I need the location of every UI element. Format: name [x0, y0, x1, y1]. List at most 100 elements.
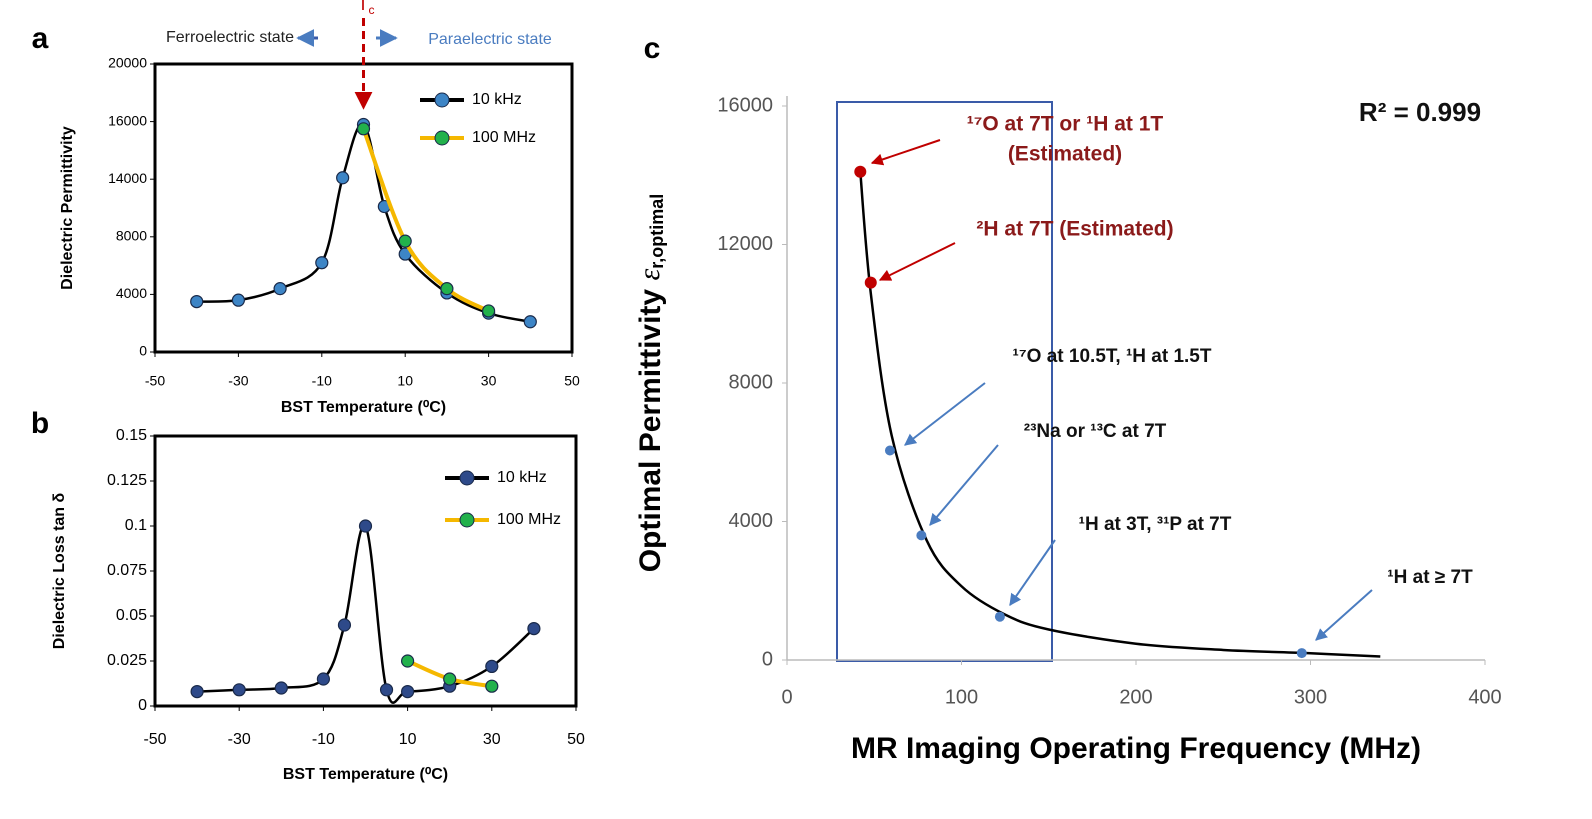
arrow: [929, 444, 999, 526]
legend-label: 10 kHz: [472, 91, 522, 108]
x-tick-label: 50: [567, 731, 585, 748]
x-tick-label: 100: [945, 686, 978, 708]
y-axis-label: Dielectric Permittivity: [59, 126, 76, 290]
data-point: [274, 681, 288, 695]
y-axis-label: Optimal Permittivity εr,optimal: [633, 194, 667, 573]
legend-marker: [434, 92, 450, 108]
data-point: [190, 295, 204, 309]
series-line: [197, 523, 535, 704]
data-point: [527, 621, 541, 636]
x-tick-label: -30: [228, 731, 251, 748]
annotation: ¹⁷O at 7T or ¹H at 1T: [967, 113, 1164, 136]
legend-marker: [434, 130, 450, 146]
data-point: [994, 611, 1005, 622]
x-axis-label: BST Temperature (⁰C): [283, 766, 448, 783]
annotation: (Estimated): [1008, 143, 1122, 166]
legend-marker: [459, 512, 475, 528]
x-tick-label: 200: [1119, 686, 1152, 708]
y-tick-label: 0: [138, 697, 147, 714]
data-point: [190, 684, 204, 699]
x-tick-label: 50: [564, 373, 580, 389]
data-point: [523, 315, 537, 329]
y-tick-label: 12000: [717, 233, 773, 255]
highlight-box: [836, 101, 1053, 662]
data-point: [440, 282, 454, 296]
y-tick-label: 16000: [108, 112, 147, 128]
y-tick-label: 0.05: [116, 607, 147, 624]
x-tick-label: 30: [483, 731, 501, 748]
annotation: ¹H at 3T, ³¹P at 7T: [1079, 514, 1232, 535]
annotation: ¹⁷O at 10.5T, ¹H at 1.5T: [1013, 346, 1212, 367]
annotation: ²H at 7T (Estimated): [976, 218, 1173, 241]
y-axis-label-text: Dielectric Permittivity: [59, 126, 76, 290]
layout: [296, 29, 1373, 662]
annotation: ²³Na or ¹³C at 7T: [1024, 421, 1167, 442]
y-tick-label: 4000: [116, 285, 147, 301]
data-point: [401, 684, 415, 699]
data-point: [358, 519, 373, 533]
data-point: [1296, 648, 1307, 659]
y-tick-label: 0: [139, 343, 147, 359]
x-tick-label: -30: [228, 373, 248, 389]
data-point: [482, 304, 496, 318]
transition-label: Tc: [358, 0, 375, 17]
x-tick-label: -50: [145, 373, 165, 389]
x-tick-label: -50: [143, 731, 166, 748]
y-tick-label: 0.15: [116, 427, 147, 444]
y-tick-label: 20000: [108, 55, 147, 71]
data-point: [379, 683, 394, 697]
series-line: [196, 123, 531, 323]
panel-label: a: [32, 22, 49, 55]
arrow: [1315, 589, 1373, 641]
annotation: ¹H at ≥ 7T: [1387, 567, 1473, 588]
data-point: [316, 672, 330, 686]
data-point: [356, 122, 371, 136]
transition-label-subscript: c: [369, 3, 375, 17]
y-axis-label-symbol: ε: [633, 269, 666, 281]
data-point: [315, 256, 329, 270]
data-point: [485, 659, 499, 674]
series-line: [859, 171, 1381, 658]
panel-label: b: [31, 407, 49, 440]
y-tick-label: 4000: [729, 510, 774, 532]
legend-marker: [459, 470, 475, 486]
arrow: [1009, 539, 1056, 606]
x-tick-label: 10: [399, 731, 417, 748]
data-point: [884, 445, 895, 456]
y-axis-label-text: Optimal Permittivity: [634, 281, 667, 573]
legend-label: 10 kHz: [497, 469, 547, 486]
arrow: [904, 382, 986, 446]
data-point: [443, 672, 457, 686]
x-tick-label: 0: [781, 686, 792, 708]
x-tick-label: 400: [1468, 686, 1501, 708]
annotation: Ferroelectric state: [166, 29, 294, 46]
y-tick-label: 0: [762, 648, 773, 670]
data-point: [864, 276, 877, 289]
y-tick-label: 16000: [717, 94, 773, 116]
series-line: [361, 128, 490, 313]
annotation: Paraelectric state: [428, 31, 552, 48]
y-axis-label-text: Dielectric Loss tan δ: [51, 492, 68, 649]
legend-label: 100 MHz: [472, 129, 536, 146]
y-tick-label: 8000: [729, 371, 774, 393]
data-point: [232, 683, 246, 697]
data-point: [401, 654, 415, 668]
annotation: R² = 0.999: [1359, 97, 1481, 127]
arrow: [878, 242, 956, 281]
x-axis-label: BST Temperature (⁰C): [281, 399, 446, 416]
y-tick-label: 8000: [116, 228, 147, 244]
x-axis-label: MR Imaging Operating Frequency (MHz): [851, 732, 1421, 765]
panel-label: c: [644, 32, 661, 65]
x-tick-label: -10: [312, 731, 335, 748]
x-tick-label: 30: [481, 373, 497, 389]
y-axis-label: Dielectric Loss tan δ: [51, 492, 68, 649]
x-tick-label: 10: [397, 373, 413, 389]
y-tick-label: 0.075: [107, 562, 147, 579]
data-point: [916, 530, 927, 541]
y-tick-label: 0.125: [107, 472, 147, 489]
x-tick-label: -10: [312, 373, 332, 389]
arrow: [870, 139, 941, 166]
y-tick-label: 0.025: [107, 652, 147, 669]
y-tick-label: 14000: [108, 170, 147, 186]
